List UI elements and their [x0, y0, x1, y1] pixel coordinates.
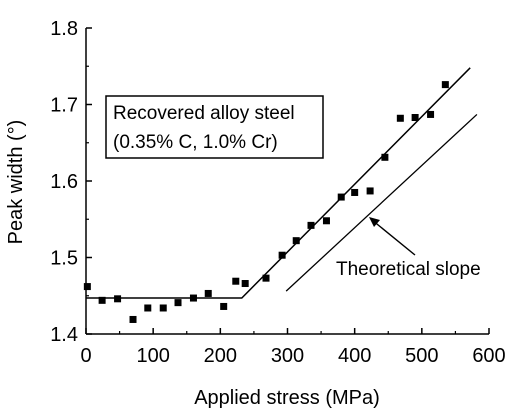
data-point: [441, 81, 449, 89]
data-point: [129, 315, 137, 323]
data-point: [351, 188, 359, 196]
x-tick-label: 400: [338, 345, 371, 367]
theoretical-slope-arrow-shaft: [371, 219, 416, 256]
data-point: [159, 304, 167, 312]
data-point: [204, 289, 212, 297]
data-point: [262, 274, 270, 282]
data-point: [396, 114, 404, 122]
x-tick-label: 600: [472, 345, 505, 367]
x-tick-label: 500: [405, 345, 438, 367]
data-point: [411, 114, 419, 122]
y-tick-label: 1.7: [50, 95, 78, 117]
theoretical-slope-line: [285, 113, 478, 292]
data-point: [278, 251, 286, 259]
theoretical-slope-arrowhead: [369, 217, 380, 227]
data-point: [427, 110, 435, 118]
data-point: [189, 294, 197, 302]
axis-layer: 0 100 200 300 400 500 600 1.4 1.5 1.6 1.7 1.8: [50, 18, 506, 367]
data-point: [98, 296, 106, 304]
y-tick-label: 1.5: [50, 248, 78, 270]
annotation-box-line2: (0.35% C, 1.0% Cr): [113, 132, 278, 153]
theoretical-slope-label: Theoretical slope: [336, 259, 481, 280]
plot-layer: [83, 67, 478, 323]
x-tick-label: 300: [271, 345, 304, 367]
data-point: [83, 283, 91, 291]
annotation-box-line1: Recovered alloy steel: [113, 103, 295, 124]
data-point: [381, 153, 389, 161]
data-point: [292, 237, 300, 245]
data-point: [232, 277, 240, 285]
y-tick-label: 1.6: [50, 171, 78, 193]
data-point: [337, 193, 345, 201]
data-point: [322, 217, 330, 225]
y-axis-label: Peak width (°): [5, 120, 27, 245]
x-tick-label: 100: [136, 345, 169, 367]
fit-line: [86, 67, 471, 299]
x-tick-label: 200: [204, 345, 237, 367]
data-point: [366, 187, 374, 195]
x-axis-label: Applied stress (MPa): [194, 387, 380, 409]
data-point: [174, 299, 182, 307]
y-tick-label: 1.8: [50, 18, 78, 40]
data-point: [307, 221, 315, 229]
data-point: [144, 304, 152, 312]
data-point: [114, 295, 122, 303]
annotation-box: [105, 95, 324, 159]
x-tick-label: 0: [80, 345, 91, 367]
y-tick-label: 1.4: [50, 324, 78, 346]
data-point: [241, 280, 249, 288]
data-point: [220, 302, 228, 310]
